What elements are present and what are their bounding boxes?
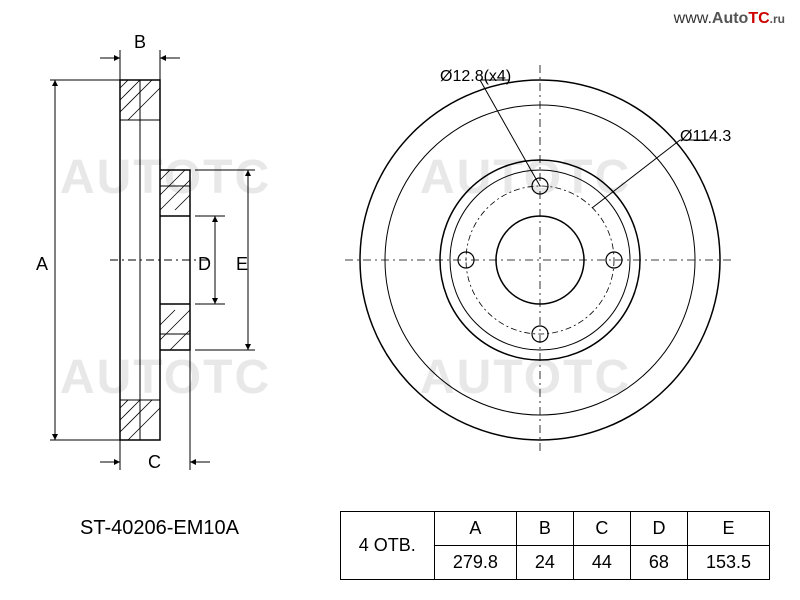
table-value: 279.8 (434, 546, 516, 580)
part-number: ST-40206-EM10A (80, 517, 239, 540)
side-view (110, 80, 210, 440)
dim-label-e: E (236, 254, 248, 275)
table-header: E (687, 512, 769, 546)
table-header: B (516, 512, 573, 546)
dim-label-b: B (134, 32, 146, 53)
dim-label-d: D (198, 254, 211, 275)
table-value: 153.5 (687, 546, 769, 580)
table-value: 24 (516, 546, 573, 580)
table-value: 44 (573, 546, 630, 580)
table-header: A (434, 512, 516, 546)
table-value: 68 (630, 546, 687, 580)
front-view (345, 65, 735, 455)
table-header: C (573, 512, 630, 546)
dim-label-c: C (148, 452, 161, 473)
dim-label-a: A (36, 254, 48, 275)
dimension-table: 4 ОТВ. A B C D E 279.8 24 44 68 153.5 (340, 511, 770, 580)
hole-label: ОТВ. (374, 535, 416, 555)
hole-dia-label: Ø12.8(x4) (440, 68, 511, 86)
technical-drawing (0, 20, 800, 500)
hole-count: 4 (359, 535, 369, 555)
table-header: D (630, 512, 687, 546)
hole-count-cell: 4 ОТВ. (340, 512, 434, 580)
pcd-label: Ø114.3 (680, 128, 731, 146)
